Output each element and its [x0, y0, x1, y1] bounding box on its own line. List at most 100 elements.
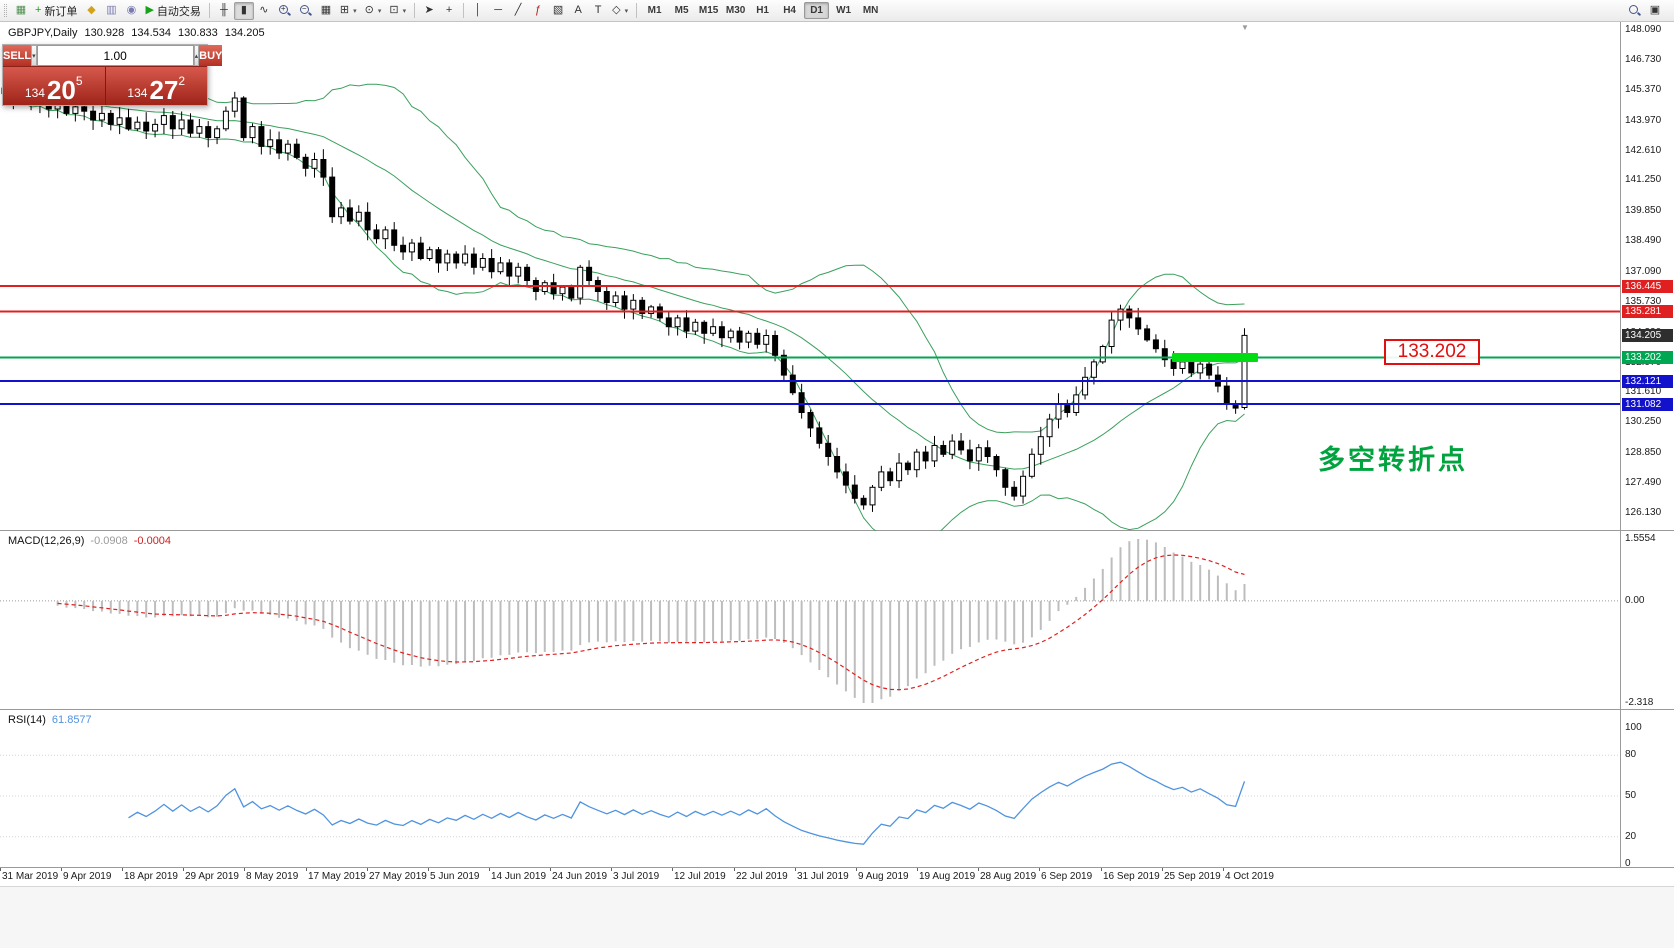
indicators-icon[interactable]: ⊞ ▾ [336, 2, 361, 20]
zoom-in-icon[interactable]: + [274, 2, 295, 20]
time-tick [244, 868, 245, 871]
rsi-panel[interactable]: RSI(14) 61.8577 [0, 710, 1674, 868]
timeframe-d1[interactable]: D1 [804, 2, 830, 19]
price-level-badge: 136.445 [1622, 280, 1673, 293]
tile-windows-icon[interactable]: ▦ [316, 2, 336, 20]
market-watch-icon-glyph: ▥ [106, 4, 117, 16]
price-tick: 145.370 [1625, 84, 1662, 95]
periods-icon-glyph: ⊙ [364, 4, 374, 16]
rsi-axis-label: 20 [1625, 831, 1637, 842]
trendline-icon[interactable]: ╱ [508, 2, 528, 20]
line-chart-icon-glyph: ∿ [259, 4, 269, 16]
timeframe-w1[interactable]: W1 [836, 5, 852, 16]
chart-shift-marker[interactable]: ▼ [1241, 23, 1249, 32]
candle-chart-icon[interactable]: ▮ [233, 1, 254, 20]
text-icon[interactable]: A [568, 2, 588, 20]
rsi-axis-label: 80 [1625, 749, 1637, 760]
timeframe-h4[interactable]: H4 [783, 5, 796, 16]
toolbar-separator [414, 3, 416, 18]
price-callout-box: 133.202 [1384, 339, 1480, 365]
ohlc-close: 134.205 [224, 27, 265, 39]
arrows-icon[interactable]: ◇ ▾ [608, 2, 632, 20]
periods-icon[interactable]: ⊙ ▾ [361, 2, 386, 20]
volume-input[interactable] [36, 45, 194, 66]
fibonacci-icon[interactable]: ƒ [528, 2, 548, 20]
bar-chart-icon[interactable]: ╫ [214, 2, 234, 20]
cursor-icon[interactable]: ➤ [419, 2, 439, 20]
buy-price-button[interactable]: 134 27 2 [104, 67, 207, 105]
date-label: 22 Jul 2019 [736, 871, 788, 882]
label-icon[interactable]: T [588, 2, 608, 20]
time-tick [1223, 868, 1224, 871]
arrows-icon-glyph: ◇ [612, 4, 621, 16]
time-tick [1039, 868, 1040, 871]
rsi-axis-label: 0 [1625, 858, 1631, 869]
full-chart-icon-glyph: ▣ [1649, 4, 1661, 16]
volume-down-button[interactable]: ▾ [31, 45, 37, 66]
price-tick: 142.610 [1625, 145, 1662, 156]
sell-button[interactable]: SELL [3, 45, 32, 66]
chart-window: GBPJPY,Daily 130.928 134.534 130.833 134… [0, 22, 1674, 948]
horizontal-line-icon[interactable]: ─ [488, 2, 508, 20]
timeframe-m30[interactable]: M30 [725, 5, 746, 16]
rsi-header: RSI(14) 61.8577 [8, 714, 92, 726]
timeframe-h1[interactable]: H1 [756, 5, 769, 16]
toolbar-grip [4, 4, 7, 17]
date-label: 12 Jul 2019 [674, 871, 726, 882]
macd-panel[interactable]: MACD(12,26,9) -0.0908 -0.0004 [0, 531, 1674, 710]
trendline-icon-glyph: ╱ [514, 4, 522, 16]
date-label: 9 Aug 2019 [858, 871, 909, 882]
navigator-icon-glyph: ◉ [126, 4, 137, 16]
price-level-badge: 135.281 [1622, 305, 1673, 318]
zoom-out-icon-glyph: − [299, 4, 312, 17]
autotrade-button[interactable]: ▶ 自动交易 [141, 2, 204, 20]
time-tick [856, 868, 857, 871]
full-chart-icon[interactable]: ▣ [1645, 2, 1665, 20]
date-label: 5 Jun 2019 [430, 871, 480, 882]
price-level-badge: 133.202 [1622, 351, 1673, 364]
rsi-plot [0, 754, 1620, 845]
rsi-axis-label: 50 [1625, 790, 1637, 801]
timeframe-m5[interactable]: M5 [674, 5, 689, 16]
timeframe-m1[interactable]: M1 [647, 5, 662, 16]
price-panel[interactable]: GBPJPY,Daily 130.928 134.534 130.833 134… [0, 22, 1674, 531]
time-tick [795, 868, 796, 871]
time-tick [672, 868, 673, 871]
time-tick [978, 868, 979, 871]
buy-button[interactable]: BUY [199, 45, 223, 66]
new-order-button[interactable]: + 新订单 [31, 2, 81, 20]
templates-icon[interactable]: ⊡ ▾ [385, 2, 410, 20]
price-level-badge: 131.082 [1622, 398, 1673, 411]
sell-price-prefix: 134 [24, 86, 45, 100]
sell-price-button[interactable]: 134 20 5 [3, 67, 105, 105]
market-watch-icon[interactable]: ▥ [101, 2, 121, 20]
new-chart-icon[interactable]: ▦ [11, 2, 31, 20]
date-label: 3 Jul 2019 [613, 871, 660, 882]
level-lines [0, 285, 1620, 406]
ohlc-high: 134.534 [131, 27, 172, 39]
zoom-out-icon[interactable]: − [295, 2, 316, 20]
date-label: 25 Sep 2019 [1164, 871, 1221, 882]
timeframe-m15[interactable]: M15 [698, 5, 719, 16]
buy-price-sup: 2 [178, 74, 186, 88]
candles [1, 83, 1248, 512]
price-axis[interactable]: 148.090 146.730 145.370 143.970 142.610 141.2… [1621, 22, 1674, 886]
caret-down-icon: ▾ [624, 7, 629, 15]
vertical-line-icon[interactable]: │ [468, 2, 488, 20]
timeframe-mn[interactable]: MN [862, 5, 879, 16]
shapes-icon[interactable]: ▧ [548, 2, 568, 20]
caret-down-icon: ▾ [353, 7, 357, 15]
volume-up-button[interactable]: ▴ [193, 45, 200, 66]
crosshair-icon[interactable]: + [439, 2, 459, 20]
time-tick [611, 868, 612, 871]
search-icon[interactable] [1624, 2, 1645, 20]
new-order-button-label: 新订单 [44, 5, 78, 18]
line-chart-icon[interactable]: ∿ [254, 2, 274, 20]
price-tick: 127.490 [1625, 477, 1662, 488]
time-axis[interactable]: 31 Mar 2019 9 Apr 2019 18 Apr 2019 29 Apr 2… [0, 868, 1674, 886]
zoom-in-icon-glyph: + [278, 4, 291, 17]
profiles-icon[interactable]: ◆ [81, 2, 101, 20]
navigator-icon[interactable]: ◉ [121, 2, 141, 20]
crosshair-icon-glyph: + [445, 4, 453, 16]
